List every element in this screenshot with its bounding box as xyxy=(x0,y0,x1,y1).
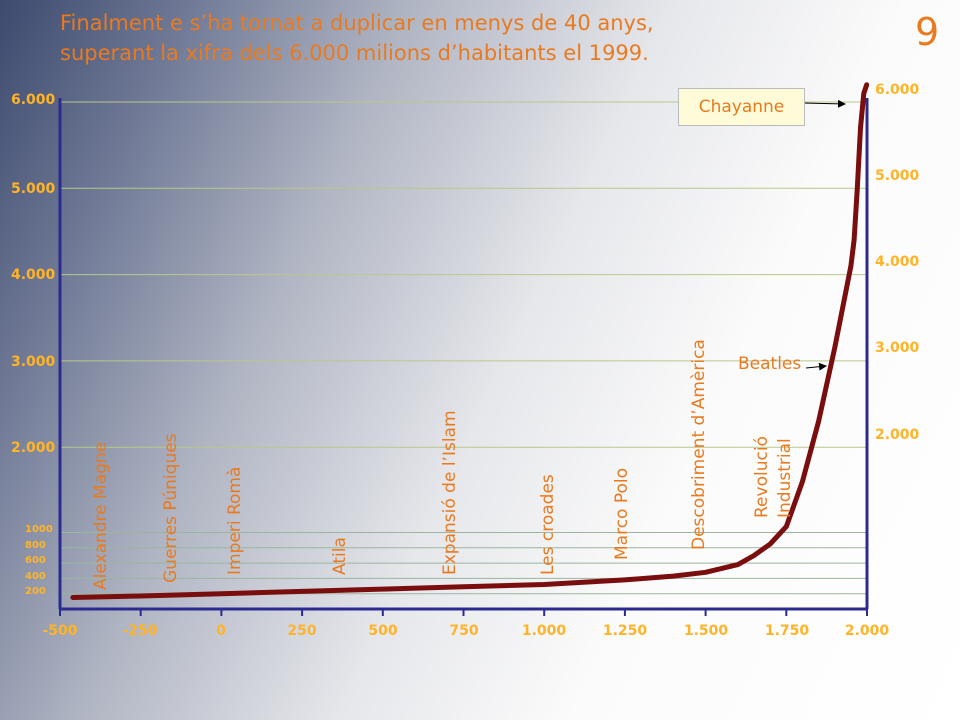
x-tick-label: 250 xyxy=(287,623,317,639)
y-left-tick-label: 600 xyxy=(25,555,46,566)
event-label: Marco Polo xyxy=(612,467,632,560)
slide-number: 9 xyxy=(915,10,940,54)
event-label: Descobriment d’Amèrica xyxy=(689,339,709,550)
event-label: Expansió de l’Islam xyxy=(440,410,460,575)
x-tick-label: 1.000 xyxy=(521,623,567,639)
y-right-tick-label: 6.000 xyxy=(875,82,920,98)
event-label: Les croades xyxy=(538,474,558,575)
y-right-tick-label: 2.000 xyxy=(875,427,920,443)
series-layer xyxy=(70,82,870,600)
y-right-tick-label: 3.000 xyxy=(875,340,920,356)
annotation-chayanne: Chayanne xyxy=(678,88,805,126)
title-line-2: superant la xifra dels 6.000 milions d’h… xyxy=(60,41,649,65)
y-right-tick-label: 4.000 xyxy=(875,254,920,270)
beatles-arrow xyxy=(805,362,827,371)
title-line-1: Finalment e s’ha tornat a duplicar en me… xyxy=(60,11,654,35)
annotation-beatles: Beatles xyxy=(738,354,802,374)
y-left-tick-label: 200 xyxy=(25,586,46,597)
x-tick-label: 1.250 xyxy=(602,623,648,639)
event-label: Imperi Romà xyxy=(225,466,245,575)
event-label: Revolució xyxy=(752,436,772,518)
y-right-tick-label: 5.000 xyxy=(875,168,920,184)
event-label: Guerres Púniques xyxy=(161,433,181,583)
population-line xyxy=(70,82,870,600)
y-left-tick-label: 5.000 xyxy=(11,181,56,197)
chayanne-arrow xyxy=(802,99,846,108)
event-label: Alexandre Magne xyxy=(91,441,111,590)
y-left-tick-label: 400 xyxy=(25,571,46,582)
y-left-tick-label: 3.000 xyxy=(11,354,56,370)
y-left-tick-label: 2.000 xyxy=(11,440,56,456)
y-left-tick-label: 4.000 xyxy=(11,267,56,283)
x-tick-label: 2.000 xyxy=(844,623,890,639)
x-tick-label: 500 xyxy=(368,623,398,639)
event-label: Industrial xyxy=(775,438,795,518)
x-axis-ticks xyxy=(59,609,868,616)
x-tick-label: -500 xyxy=(42,623,78,639)
x-tick-label: 0 xyxy=(216,623,226,639)
slide-title: Finalment e s’ha tornat a duplicar en me… xyxy=(60,8,890,68)
gridlines xyxy=(60,101,867,595)
y-left-tick-label: 1000 xyxy=(25,524,53,535)
y-left-tick-label: 800 xyxy=(25,540,46,551)
event-label: Atila xyxy=(330,537,350,575)
x-tick-label: -250 xyxy=(122,623,158,639)
x-tick-label: 1.500 xyxy=(683,623,729,639)
x-tick-label: 1.750 xyxy=(764,623,810,639)
x-tick-label: 750 xyxy=(449,623,479,639)
y-left-tick-label: 6.000 xyxy=(11,92,56,108)
